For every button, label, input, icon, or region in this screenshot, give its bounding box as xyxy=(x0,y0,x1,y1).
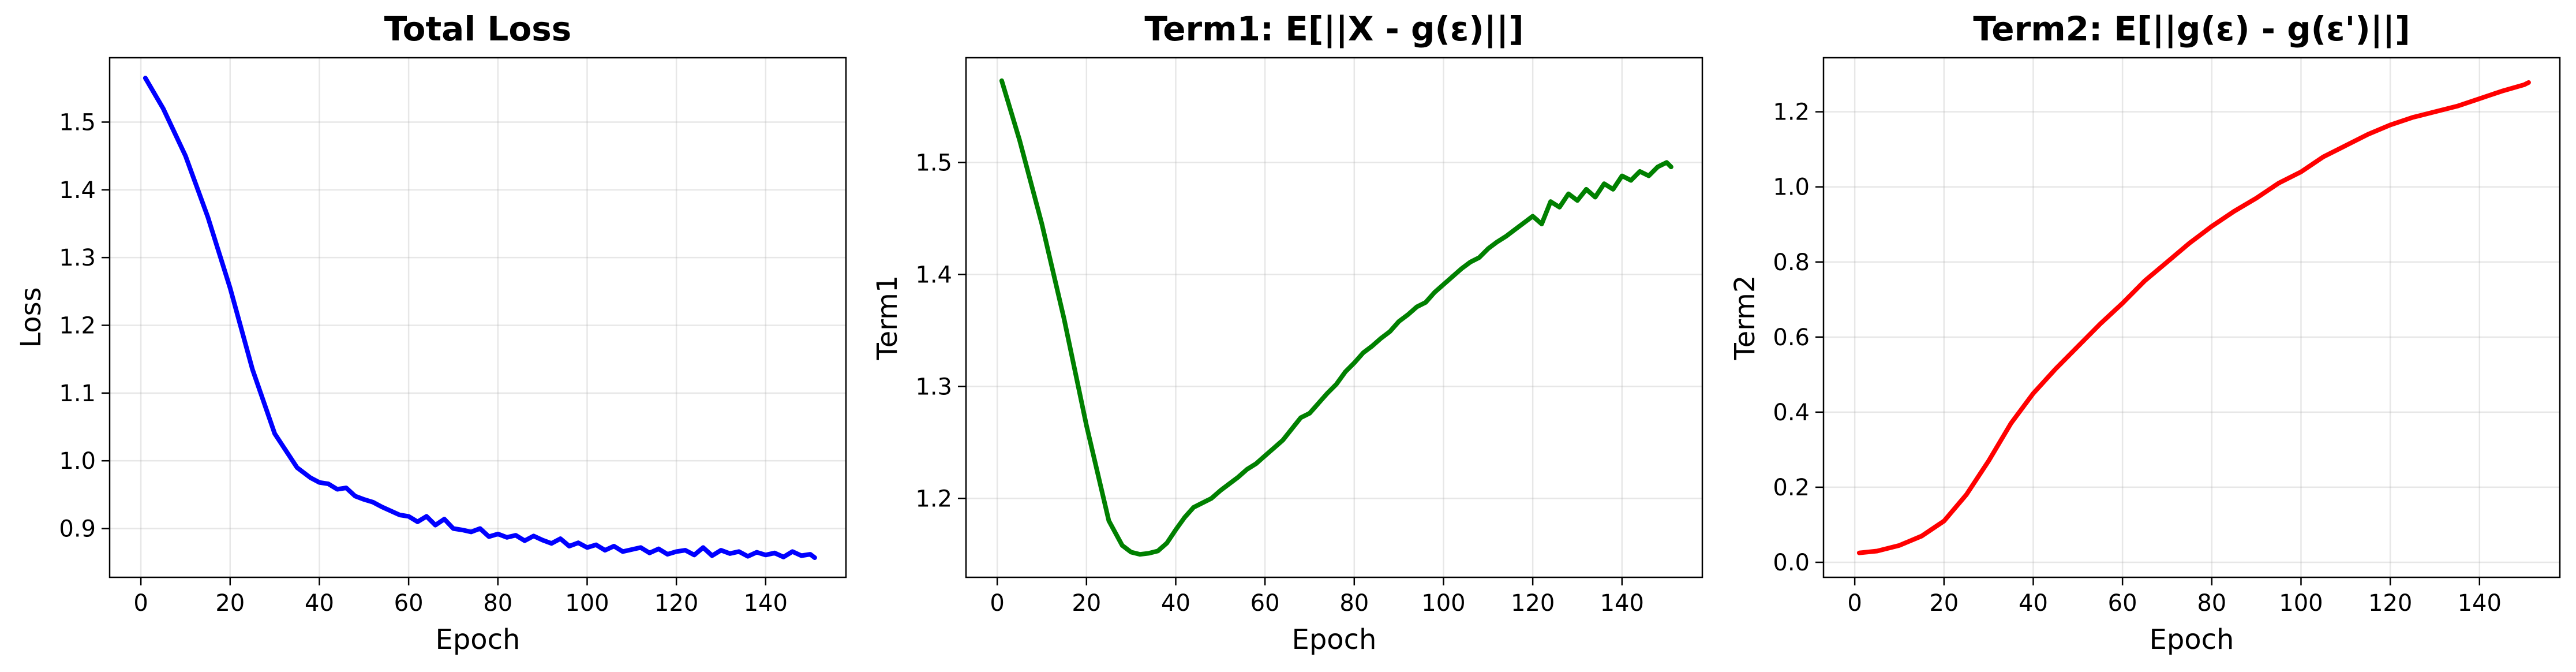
x-ticks: 0 20 40 60 80 100 120 140 xyxy=(133,577,788,617)
x-tick-label: 120 xyxy=(1511,590,1555,617)
y-ticks: 1.2 1.3 1.4 1.5 xyxy=(915,150,966,512)
x-tick-label: 40 xyxy=(305,590,334,617)
y-axis-label: Term1 xyxy=(871,275,904,361)
x-axis-label: Epoch xyxy=(1292,624,1377,656)
y-tick-label: 1.2 xyxy=(59,312,96,339)
y-tick-label: 1.0 xyxy=(1773,174,1810,201)
x-tick-label: 40 xyxy=(1161,590,1190,617)
plot-frame xyxy=(1822,57,2561,578)
x-tick-label: 0 xyxy=(990,590,1004,617)
x-tick-label: 100 xyxy=(1421,590,1465,617)
x-tick-label: 100 xyxy=(565,590,609,617)
x-tick-label: 60 xyxy=(1250,590,1280,617)
x-ticks: 0 20 40 60 80 100 120 140 xyxy=(1847,577,2502,617)
x-tick-label: 20 xyxy=(215,590,245,617)
gridlines xyxy=(1824,58,2560,577)
plot-frame xyxy=(965,57,1703,578)
x-tick-label: 20 xyxy=(1072,590,1101,617)
x-tick-label: 140 xyxy=(2458,590,2502,617)
panel-term2: 0 20 40 60 80 100 120 140 0.0 0.2 0.4 0.6 0.8 1.0 1.2… xyxy=(1729,9,2561,656)
y-tick-label: 1.3 xyxy=(915,374,952,400)
y-axis-label: Loss xyxy=(15,287,47,348)
y-tick-label: 1.5 xyxy=(59,109,96,136)
series-line xyxy=(1856,80,2531,555)
panel-term1: 0 20 40 60 80 100 120 140 1.2 1.3 1.4 1.5 Term1: E… xyxy=(871,9,1703,656)
panel-total-loss: 0 20 40 60 80 100 120 140 0.9 1.0 1.1 1.2 1.3 1.4 1.5… xyxy=(15,9,847,656)
x-tick-label: 20 xyxy=(1929,590,1959,617)
y-tick-label: 1.4 xyxy=(59,177,96,204)
y-tick-label: 0.4 xyxy=(1773,400,1810,426)
y-tick-label: 1.2 xyxy=(915,486,952,512)
chart-title: Total Loss xyxy=(384,9,572,48)
x-tick-label: 60 xyxy=(2108,590,2137,617)
y-tick-label: 0.9 xyxy=(59,516,96,543)
x-tick-label: 80 xyxy=(2197,590,2226,617)
plot-frame xyxy=(108,57,847,578)
y-ticks: 0.9 1.0 1.1 1.2 1.3 1.4 1.5 xyxy=(59,109,110,543)
gridlines xyxy=(966,58,1702,577)
x-tick-label: 60 xyxy=(394,590,424,617)
y-tick-label: 1.0 xyxy=(59,448,96,475)
y-tick-label: 1.5 xyxy=(915,150,952,176)
y-tick-label: 0.6 xyxy=(1773,324,1810,351)
x-tick-label: 0 xyxy=(1847,590,1862,617)
x-tick-label: 80 xyxy=(483,590,512,617)
gridlines xyxy=(110,58,846,577)
y-tick-label: 1.4 xyxy=(915,262,952,288)
x-tick-label: 120 xyxy=(2368,590,2412,617)
y-tick-label: 0.0 xyxy=(1773,550,1810,576)
x-axis-label: Epoch xyxy=(436,624,521,656)
series-line xyxy=(999,78,1673,557)
y-tick-label: 1.1 xyxy=(59,380,96,407)
series xyxy=(999,78,1673,557)
series xyxy=(143,76,817,560)
x-tick-label: 0 xyxy=(133,590,148,617)
series xyxy=(1856,80,2531,555)
series-line xyxy=(143,76,817,560)
y-axis-label: Term2 xyxy=(1729,275,1761,361)
y-tick-label: 1.3 xyxy=(59,245,96,271)
x-tick-label: 140 xyxy=(1600,590,1644,617)
chart-title: Term1: E[||X - g(ε)||] xyxy=(1144,9,1523,48)
x-tick-label: 120 xyxy=(654,590,698,617)
x-ticks: 0 20 40 60 80 100 120 140 xyxy=(990,577,1644,617)
y-tick-label: 1.2 xyxy=(1773,99,1810,126)
x-tick-label: 80 xyxy=(1339,590,1369,617)
x-tick-label: 140 xyxy=(744,590,788,617)
chart-title: Term2: E[||g(ε) - g(ε')||] xyxy=(1973,9,2410,48)
x-axis-label: Epoch xyxy=(2150,624,2234,656)
y-tick-label: 0.2 xyxy=(1773,475,1810,501)
x-tick-label: 40 xyxy=(2019,590,2048,617)
y-ticks: 0.0 0.2 0.4 0.6 0.8 1.0 1.2 xyxy=(1773,99,1824,576)
x-tick-label: 100 xyxy=(2279,590,2323,617)
y-tick-label: 0.8 xyxy=(1773,249,1810,276)
